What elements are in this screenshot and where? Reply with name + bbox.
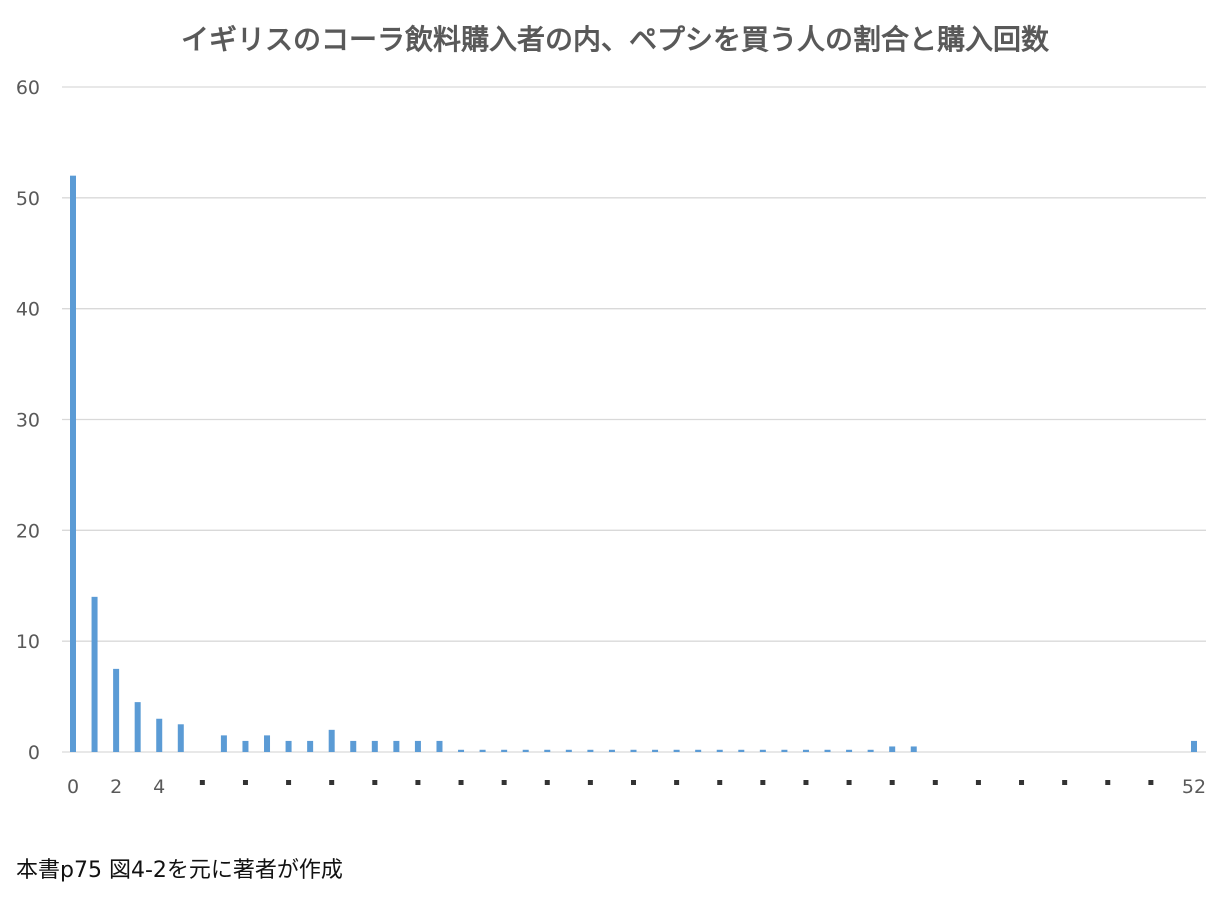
x-tick-dot xyxy=(760,780,766,785)
bar xyxy=(867,749,874,752)
bar xyxy=(738,749,745,752)
bar xyxy=(393,740,400,752)
bar xyxy=(716,749,723,752)
y-axis-labels: 0 10 20 30 40 50 60 xyxy=(16,77,40,764)
bar xyxy=(156,718,163,752)
y-tick-label: 40 xyxy=(16,299,40,321)
bar xyxy=(242,740,249,752)
gridlines xyxy=(62,86,1206,753)
x-tick-dot xyxy=(975,780,981,785)
bar xyxy=(371,740,378,752)
x-tick-dot xyxy=(587,780,593,785)
bar xyxy=(91,596,98,752)
x-tick-dot xyxy=(1019,780,1025,785)
x-tick-dot xyxy=(242,780,248,785)
bar xyxy=(328,729,335,752)
x-tick-dot xyxy=(631,780,636,785)
bar xyxy=(479,749,486,752)
x-tick-dot xyxy=(329,780,335,785)
y-tick-label: 20 xyxy=(16,520,40,542)
bar xyxy=(1191,740,1197,752)
x-tick-dot xyxy=(1148,780,1154,785)
x-tick-dot xyxy=(1062,780,1068,785)
x-tick-label: 2 xyxy=(110,776,122,798)
x-tick-label: 4 xyxy=(153,776,165,798)
bar xyxy=(414,740,421,752)
x-tick-dot xyxy=(501,780,507,785)
bar xyxy=(608,749,615,752)
bar xyxy=(522,749,529,752)
x-tick-dot xyxy=(889,780,895,785)
bar xyxy=(177,724,184,752)
bar xyxy=(673,749,680,752)
x-tick-dot xyxy=(286,780,292,785)
x-tick-dot xyxy=(674,780,680,785)
y-tick-label: 30 xyxy=(16,410,40,432)
x-tick-dot xyxy=(199,780,205,785)
bar xyxy=(587,749,594,752)
bar xyxy=(544,749,551,752)
chart-title: イギリスのコーラ飲料購入者の内、ペプシを買う人の割合と購入回数 xyxy=(180,23,1049,56)
bar xyxy=(630,749,637,752)
x-tick-label: 52 xyxy=(1182,776,1206,798)
bar xyxy=(695,749,702,752)
y-tick-label: 10 xyxy=(16,631,40,653)
x-tick-dot xyxy=(458,780,464,785)
y-tick-label: 60 xyxy=(16,77,40,99)
x-tick-dot xyxy=(846,780,852,785)
bar xyxy=(285,740,292,752)
x-tick-dot xyxy=(717,780,723,785)
bar xyxy=(113,668,120,752)
x-tick-dot xyxy=(803,780,809,785)
x-tick-dot xyxy=(415,780,421,785)
x-tick-dot xyxy=(372,780,378,785)
bar xyxy=(802,749,809,752)
y-tick-label: 50 xyxy=(16,188,40,210)
x-axis-labels: 0 2 4 52 xyxy=(67,776,1206,798)
bar xyxy=(307,740,314,752)
bar xyxy=(910,746,917,752)
bar xyxy=(458,749,465,752)
x-tick-dot xyxy=(544,780,550,785)
x-tick-dot xyxy=(932,780,938,785)
bar xyxy=(70,175,76,752)
bars xyxy=(70,175,1197,752)
bar xyxy=(350,740,357,752)
bar xyxy=(652,749,659,752)
bar xyxy=(846,749,853,752)
bar xyxy=(264,735,271,752)
bar xyxy=(759,749,766,752)
x-tick-label: 0 xyxy=(67,776,79,798)
bar xyxy=(889,746,896,752)
bar xyxy=(220,735,227,752)
bar xyxy=(824,749,831,752)
x-tick-dot xyxy=(1105,780,1111,785)
y-tick-label: 0 xyxy=(28,742,40,764)
bar xyxy=(501,749,508,752)
bar xyxy=(134,702,141,752)
source-footnote: 本書p75 図4-2を元に著者が作成 xyxy=(16,858,343,883)
bar xyxy=(781,749,788,752)
bar xyxy=(565,749,572,752)
bar xyxy=(436,740,443,752)
